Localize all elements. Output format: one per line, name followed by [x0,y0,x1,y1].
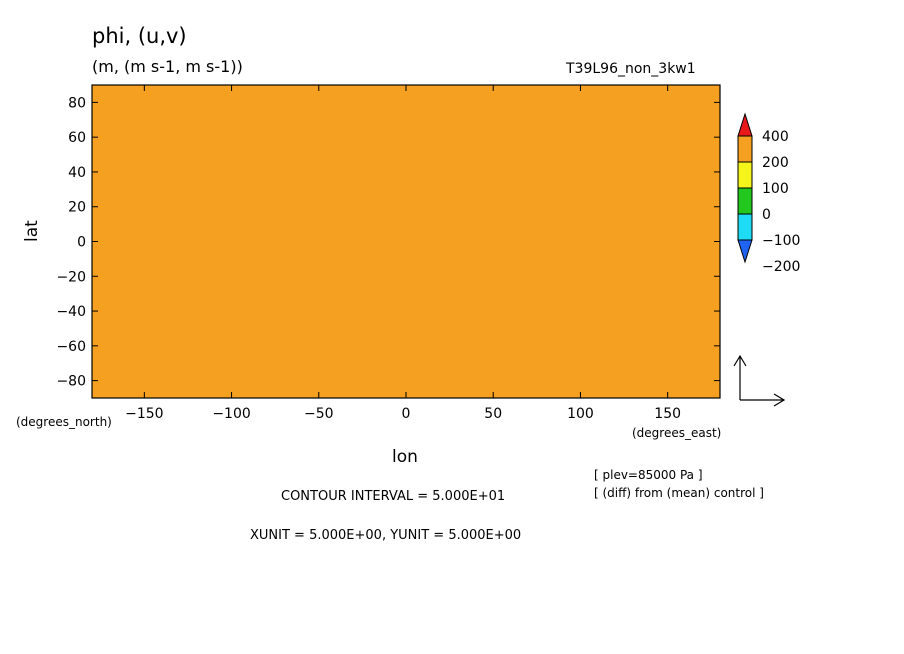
vector-units: XUNIT = 5.000E+00, YUNIT = 5.000E+00 [250,528,522,543]
colorbar-label: 0 [762,207,771,223]
x-axis-label: lon [392,447,418,467]
x-tick-label: 50 [484,406,502,422]
colorbar-segment [737,213,753,241]
x-axis-units: (degrees_east) [632,426,722,440]
x-tick-label: −100 [212,406,250,422]
x-tick-label: −50 [304,406,334,422]
chart-units: (m, (m s-1, m s-1)) [92,57,243,76]
y-tick-label: −60 [56,339,86,355]
colorbar-bottom-arrow [737,239,753,264]
fill-background [92,85,720,398]
colorbar-label: −200 [762,259,800,275]
colorbar-label: 200 [762,155,789,171]
y-tick-label: −40 [56,304,86,320]
y-tick-label: 20 [68,200,86,216]
run-name: T39L96_non_3kw1 [566,61,696,77]
colorbar-label: −100 [762,233,800,249]
contour-interval: CONTOUR INTERVAL = 5.000E+01 [281,489,506,504]
y-axis-units: (degrees_north) [16,415,112,429]
y-tick-label: −80 [56,374,86,390]
colorbar-label: 100 [762,181,789,197]
y-tick-label: 40 [68,165,86,181]
info-plev: [ plev=85000 Pa ] [594,468,703,482]
x-tick-label: 150 [654,406,681,422]
colorbar-segment [737,135,753,163]
x-tick-label: 0 [402,406,411,422]
y-tick-label: 0 [77,235,86,251]
y-tick-label: 80 [68,95,86,111]
chart-title: phi, (u,v) [92,24,187,48]
x-tick-label: 100 [567,406,594,422]
y-tick-label: 60 [68,130,86,146]
y-tick-label: −20 [56,269,86,285]
colorbar-segment [737,161,753,189]
reference-vector-icon [733,354,786,407]
info-diff: [ (diff) from (mean) control ] [594,486,764,500]
colorbar-top-arrow [737,112,753,137]
colorbar-label: 400 [762,129,789,145]
x-tick-label: −150 [125,406,163,422]
colorbar-segment [737,187,753,215]
